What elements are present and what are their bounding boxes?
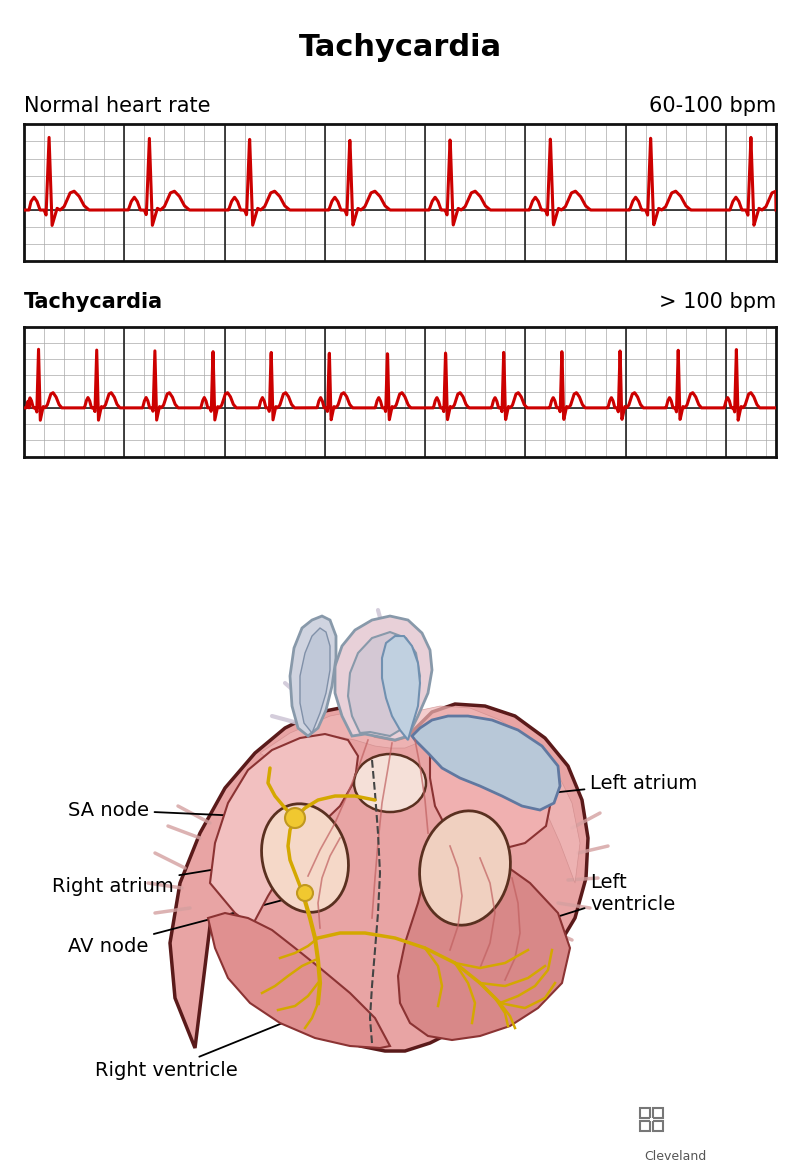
PathPatch shape	[260, 706, 580, 883]
Bar	[653, 1109, 663, 1118]
PathPatch shape	[335, 616, 432, 740]
PathPatch shape	[430, 730, 552, 851]
Bar	[653, 1121, 663, 1131]
PathPatch shape	[398, 833, 570, 1040]
Text: Left
ventricle: Left ventricle	[530, 873, 675, 925]
Ellipse shape	[262, 804, 349, 912]
Text: Cleveland
Clinic
©2022: Cleveland Clinic ©2022	[644, 1150, 706, 1162]
Text: > 100 bpm: > 100 bpm	[658, 292, 776, 313]
Bar	[640, 1109, 650, 1118]
Bar	[640, 1121, 650, 1131]
PathPatch shape	[300, 627, 330, 733]
PathPatch shape	[208, 913, 390, 1048]
Circle shape	[297, 885, 313, 901]
Ellipse shape	[419, 811, 510, 925]
Text: Right ventricle: Right ventricle	[95, 1019, 293, 1079]
Text: AV node: AV node	[68, 897, 295, 955]
Ellipse shape	[354, 754, 426, 812]
Bar	[650, 1118, 653, 1121]
PathPatch shape	[382, 636, 420, 740]
Text: Normal heart rate: Normal heart rate	[24, 95, 210, 116]
Text: Left atrium: Left atrium	[525, 774, 698, 796]
PathPatch shape	[170, 704, 588, 1050]
Text: Right atrium: Right atrium	[52, 861, 270, 896]
PathPatch shape	[290, 616, 336, 736]
Text: Tachycardia: Tachycardia	[24, 292, 163, 313]
PathPatch shape	[210, 734, 358, 926]
Text: 60-100 bpm: 60-100 bpm	[649, 95, 776, 116]
PathPatch shape	[348, 632, 420, 736]
Text: Tachycardia: Tachycardia	[298, 33, 502, 62]
PathPatch shape	[412, 716, 560, 810]
Circle shape	[285, 808, 305, 829]
Text: SA node: SA node	[68, 801, 286, 819]
